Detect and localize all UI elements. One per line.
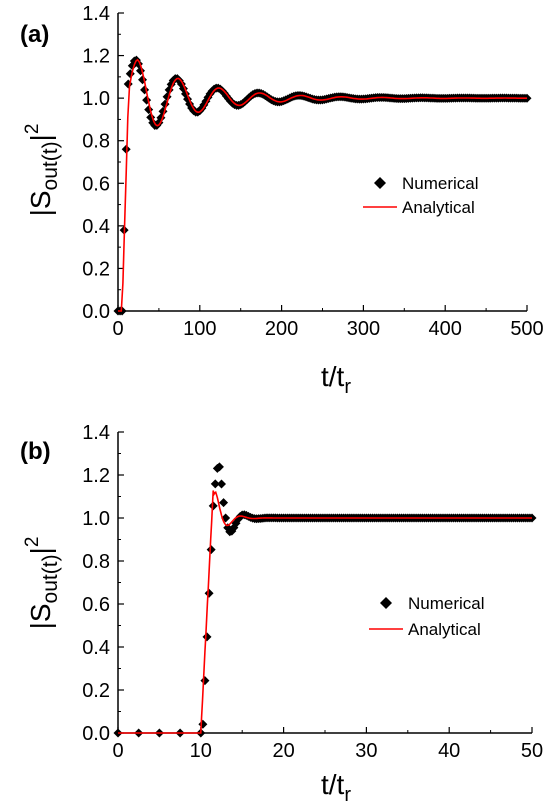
data-point [206,545,216,555]
data-point [123,79,133,89]
x-tick-label: 100 [183,318,216,340]
y-tick-label: 0.6 [82,173,110,195]
x-axis-title: t/tr [321,769,351,805]
legend: Numerical Analytical [363,174,479,217]
plot-area: 0.0 0.2 0.4 0.6 0.8 1.0 1.2 1.4 0 100 200 300 400 500 [82,3,544,340]
x-tick-label: 10 [190,740,212,762]
y-tick-label: 0.4 [82,216,110,238]
panel-b: (b) 0.00.20.40.60.81.01.21.40 10 20 30 40 50 … [20,422,543,805]
legend-label-analytical: Analytical [402,198,475,217]
y-tick-label: 0.0 [82,301,110,323]
legend: Numerical Analytical [369,594,485,639]
panel-a: (a) 0.0 0.2 0.4 0.6 0.8 1.0 1.2 1.4 0 100 200 300 40… [20,3,544,398]
x-tick-label: 30 [355,740,377,762]
data-point [202,632,212,642]
legend-label-analytical: Analytical [408,620,481,639]
x-axis-title: t/tr [321,361,351,398]
y-tick-label: 0.6 [82,594,110,616]
y-tick-label: 0.0 [82,723,110,745]
x-tick-label: 20 [272,740,294,762]
data-point [219,498,229,508]
series-line-analytical [118,490,532,734]
y-tick-label: 0.4 [82,637,110,659]
data-point [217,479,226,489]
x-tick-label: 0 [112,318,123,340]
y-tick-label: 1.2 [82,46,110,68]
y-tick-label: 0.2 [82,258,110,280]
data-point [142,95,152,105]
y-tick-label: 1.4 [82,3,110,25]
y-tick-label: 0.8 [82,551,110,573]
y-tick-label: 1.2 [82,465,110,487]
x-tick-label: 50 [521,740,543,762]
y-axis-title: |Sout(t)|2 [22,537,62,630]
plot-area: 0.0 0.2 0.4 0.6 0.8 1.0 1.2 1.4 0 10 20 30 40 50 [82,422,543,762]
x-tick-label: 400 [429,318,462,340]
data-point [140,85,150,95]
panel-label: (a) [20,21,49,48]
y-tick-label: 1.0 [82,88,110,110]
legend-label-numerical: Numerical [402,174,479,193]
x-tick-label: 200 [265,318,298,340]
data-point [214,462,224,472]
x-tick-label: 0 [112,740,123,762]
x-tick-label: 40 [438,740,460,762]
legend-marker-numerical [380,597,392,609]
legend-label-numerical: Numerical [408,594,485,613]
y-axis-title: |Sout(t)|2 [22,124,62,217]
data-point [200,676,210,686]
x-tick-label: 500 [510,318,543,340]
y-tick-label: 0.8 [82,131,110,153]
y-tick-label: 1.0 [82,508,110,530]
panel-label: (b) [20,438,51,465]
series-line-analytical [118,58,527,312]
x-tick-label: 300 [347,318,380,340]
y-tick-label: 1.4 [82,422,110,444]
data-point [210,479,220,489]
data-point [204,588,214,598]
data-point [198,719,208,729]
y-tick-label: 0.2 [82,680,110,702]
data-point [138,75,148,85]
legend-marker-numerical [374,177,386,189]
